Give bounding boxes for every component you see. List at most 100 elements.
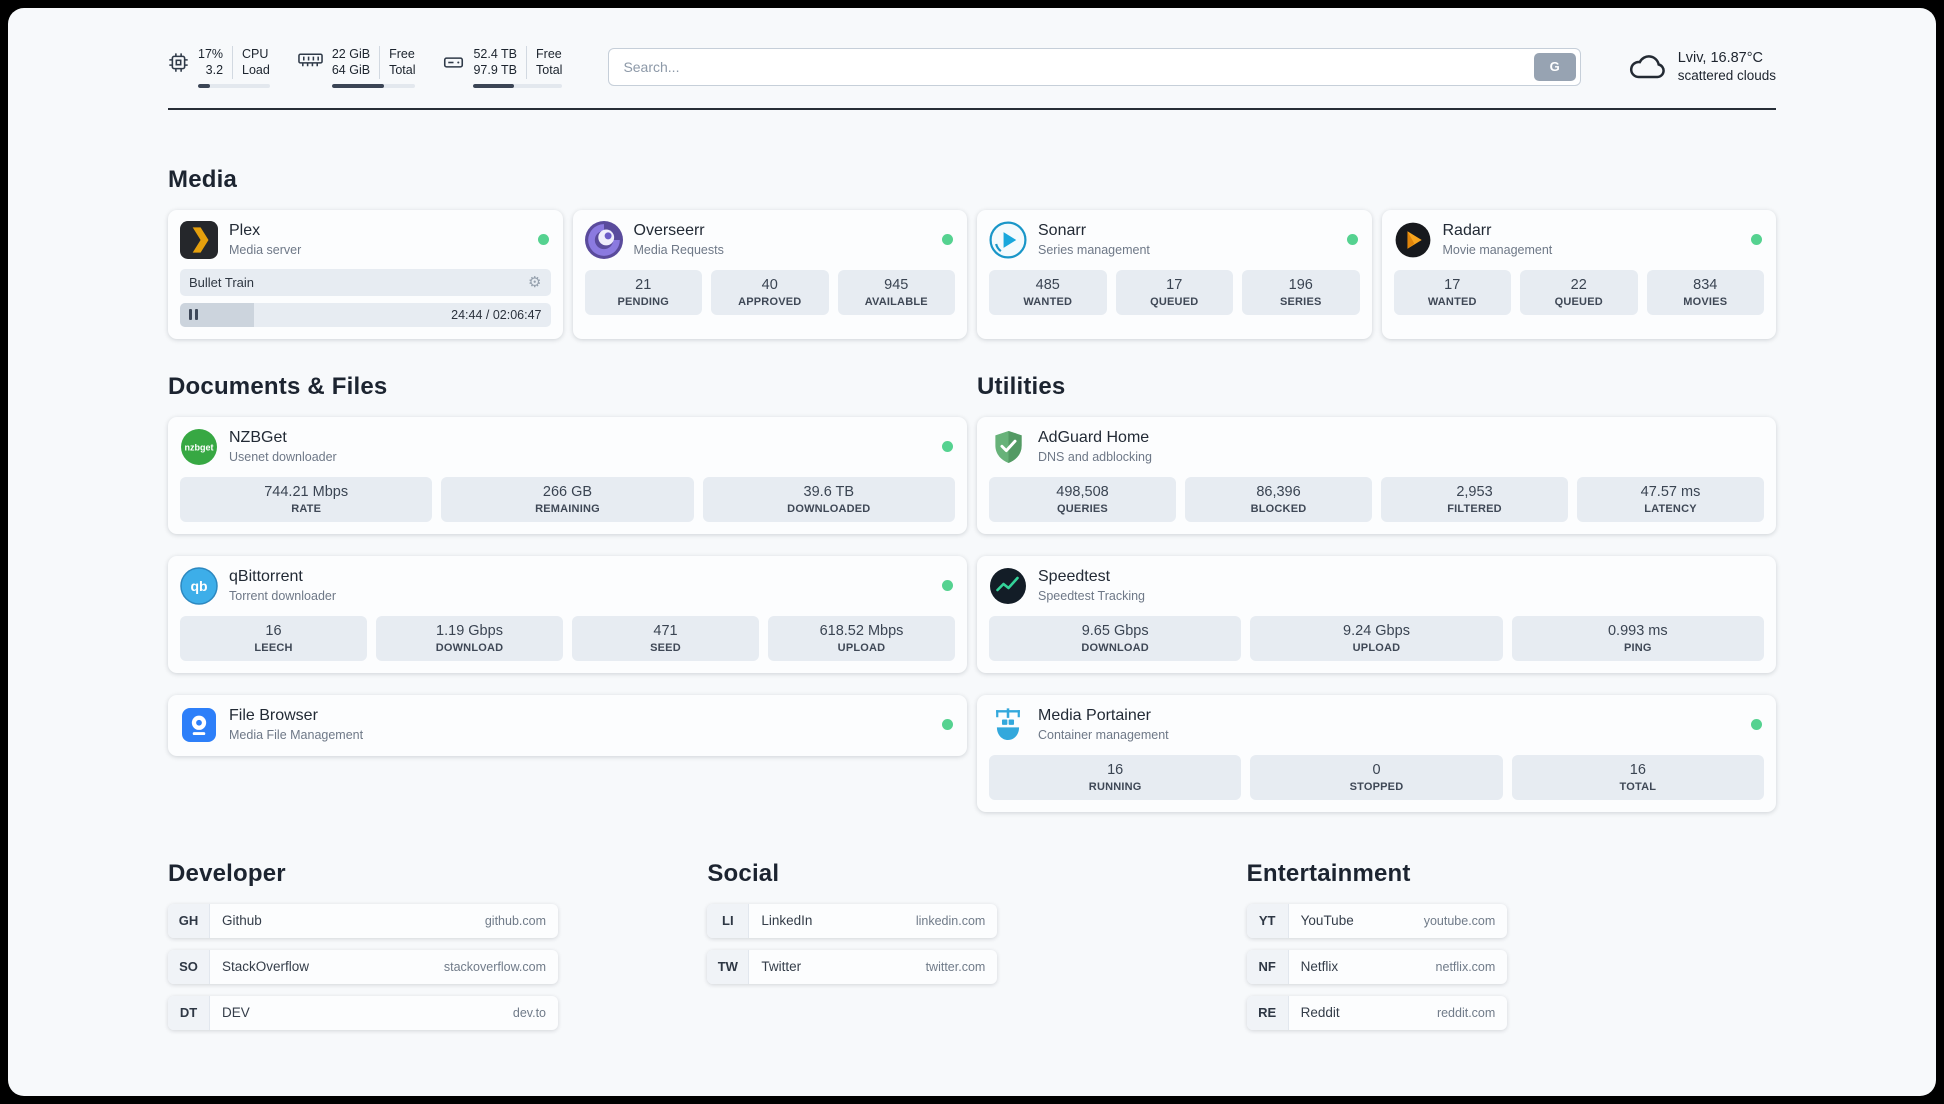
overseerr-header[interactable]: Overseerr Media Requests bbox=[584, 220, 956, 259]
portainer-header[interactable]: Media Portainer Container management bbox=[989, 706, 1764, 744]
stat-label: MOVIES bbox=[1683, 295, 1728, 308]
stat-value: 22 bbox=[1570, 276, 1587, 293]
section-social: Social LI LinkedIn linkedin.com TW Twitt… bbox=[707, 860, 1236, 1030]
status-dot bbox=[942, 441, 953, 452]
memory-total-label: Total bbox=[389, 63, 416, 78]
overseerr-titles: Overseerr Media Requests bbox=[634, 222, 932, 257]
bookmark-github[interactable]: GH Github github.com bbox=[168, 903, 558, 938]
speedtest-stat-download: 9.65 Gbps DOWNLOAD bbox=[989, 615, 1242, 661]
stat-value: 9.65 Gbps bbox=[1081, 622, 1149, 639]
stat-value: 2,953 bbox=[1456, 483, 1493, 500]
social-section-title: Social bbox=[707, 859, 780, 887]
cpu-usage-percent: 17% bbox=[198, 47, 224, 61]
sonarr-stat-wanted: 485 WANTED bbox=[989, 269, 1107, 315]
qbittorrent-titles: qBittorrent Torrent downloader bbox=[229, 568, 931, 603]
bookmark-netflix[interactable]: NF Netflix netflix.com bbox=[1246, 949, 1508, 984]
qbittorrent-stat-seed: 471 SEED bbox=[572, 615, 759, 661]
bookmark-abbr: DT bbox=[168, 995, 210, 1030]
status-dot bbox=[537, 234, 549, 245]
radarr-stat-wanted: 17 WANTED bbox=[1393, 269, 1511, 315]
utilities-section-title: Utilities bbox=[977, 372, 1066, 400]
radarr-card: Radarr Movie management 17 WANTED 22 QUE… bbox=[1381, 209, 1776, 339]
bookmark-dev[interactable]: DT DEV dev.to bbox=[168, 995, 558, 1030]
sonarr-header[interactable]: Sonarr Series management bbox=[989, 220, 1360, 259]
radarr-icon bbox=[1394, 221, 1432, 259]
speedtest-header[interactable]: Speedtest Speedtest Tracking bbox=[989, 567, 1764, 605]
adguard-stat-latency: 47.57 ms LATENCY bbox=[1577, 476, 1764, 522]
bookmark-abbr: NF bbox=[1246, 949, 1289, 984]
bookmark-twitter[interactable]: TW Twitter twitter.com bbox=[707, 949, 998, 984]
stat-value: 47.57 ms bbox=[1640, 483, 1701, 500]
status-dot bbox=[1751, 719, 1762, 730]
stat-value: 266 GB bbox=[542, 483, 593, 500]
bookmark-url: stackoverflow.com bbox=[443, 959, 546, 974]
speedtest-titles: Speedtest Speedtest Tracking bbox=[1038, 568, 1764, 603]
stat-label: QUEUED bbox=[1554, 295, 1603, 308]
stat-value: 1.19 Gbps bbox=[436, 622, 503, 639]
cpu-icon bbox=[168, 52, 189, 73]
topbar: 17% 3.2 CPU Load bbox=[168, 46, 1776, 88]
bookmark-name: DEV bbox=[222, 1005, 250, 1020]
stat-value: 21 bbox=[635, 276, 652, 293]
playback-progress-fill bbox=[180, 302, 255, 327]
nzbget-card: nzbget NZBGet Usenet downloader 744.21 M… bbox=[168, 416, 967, 534]
stat-value: 471 bbox=[653, 622, 678, 639]
portainer-stat-total: 16 TOTAL bbox=[1511, 754, 1764, 800]
stat-label: QUERIES bbox=[1057, 502, 1108, 515]
adguard-header[interactable]: AdGuard Home DNS and adblocking bbox=[989, 428, 1764, 466]
qbittorrent-header[interactable]: qb qBittorrent Torrent downloader bbox=[180, 566, 955, 605]
sonarr-card: Sonarr Series management 485 WANTED 17 Q… bbox=[977, 209, 1372, 339]
service-subtitle: Speedtest Tracking bbox=[1038, 589, 1146, 603]
radarr-titles: Radarr Movie management bbox=[1443, 222, 1741, 257]
bookmark-abbr: LI bbox=[707, 903, 750, 938]
bookmark-name: Reddit bbox=[1300, 1005, 1340, 1020]
adguard-stat-filtered: 2,953 FILTERED bbox=[1381, 476, 1568, 522]
bookmark-youtube[interactable]: YT YouTube youtube.com bbox=[1246, 903, 1508, 938]
qbittorrent-icon: qb bbox=[180, 566, 218, 605]
stat-label: TOTAL bbox=[1619, 780, 1657, 793]
stat-value: 945 bbox=[884, 276, 909, 293]
stat-value: 17 bbox=[1166, 276, 1183, 293]
bookmark-reddit[interactable]: RE Reddit reddit.com bbox=[1246, 995, 1508, 1030]
speedtest-icon bbox=[989, 567, 1027, 605]
radarr-header[interactable]: Radarr Movie management bbox=[1394, 221, 1765, 259]
overseerr-card: Overseerr Media Requests 21 PENDING 40 A… bbox=[572, 209, 967, 339]
stat-label: RATE bbox=[291, 502, 322, 515]
bookmark-abbr: TW bbox=[707, 949, 750, 984]
gear-icon[interactable]: ⚙ bbox=[528, 273, 542, 291]
stat-value: 0.993 ms bbox=[1607, 622, 1668, 639]
plex-header[interactable]: Plex Media server bbox=[180, 220, 551, 259]
dashboard: 17% 3.2 CPU Load bbox=[8, 8, 1936, 1096]
stat-value: 498,508 bbox=[1056, 483, 1109, 500]
bookmark-name: YouTube bbox=[1300, 913, 1354, 928]
stat-value: 17 bbox=[1444, 276, 1461, 293]
filebrowser-header[interactable]: File Browser Media File Management bbox=[180, 706, 955, 744]
sonarr-titles: Sonarr Series management bbox=[1038, 222, 1336, 257]
stat-label: AVAILABLE bbox=[864, 295, 928, 308]
adguard-stat-queries: 498,508 QUERIES bbox=[989, 476, 1176, 522]
service-name: File Browser bbox=[229, 707, 318, 724]
bookmark-name: Twitter bbox=[761, 959, 802, 974]
stat-value: 618.52 Mbps bbox=[819, 622, 904, 639]
playback-progress-bar[interactable]: 24:44 / 02:06:47 bbox=[180, 302, 551, 327]
search-engine-button[interactable]: G bbox=[1533, 52, 1576, 81]
plex-card: Plex Media server Bullet Train ⚙ 24:44 /… bbox=[168, 209, 563, 339]
pause-button[interactable] bbox=[189, 309, 198, 320]
nzbget-stat-downloaded: 39.6 TB DOWNLOADED bbox=[702, 476, 955, 522]
adguard-icon bbox=[989, 428, 1027, 466]
service-subtitle: Media server bbox=[229, 243, 302, 257]
service-subtitle: Movie management bbox=[1442, 243, 1553, 257]
memory-icon bbox=[298, 52, 323, 68]
bookmark-stackoverflow[interactable]: SO StackOverflow stackoverflow.com bbox=[168, 949, 558, 984]
nzbget-header[interactable]: nzbget NZBGet Usenet downloader bbox=[180, 428, 955, 466]
stat-label: DOWNLOAD bbox=[435, 641, 504, 654]
stat-value: 16 bbox=[265, 622, 282, 639]
search-input[interactable] bbox=[608, 47, 1581, 86]
stat-value: 744.21 Mbps bbox=[264, 483, 349, 500]
section-developer: Developer GH Github github.com SO StackO… bbox=[168, 860, 697, 1030]
service-subtitle: Container management bbox=[1038, 728, 1169, 742]
bookmark-url: netflix.com bbox=[1435, 959, 1496, 974]
now-playing-row: Bullet Train ⚙ bbox=[180, 268, 551, 296]
bookmark-linkedin[interactable]: LI LinkedIn linkedin.com bbox=[707, 903, 998, 938]
service-name: qBittorrent bbox=[229, 568, 303, 585]
